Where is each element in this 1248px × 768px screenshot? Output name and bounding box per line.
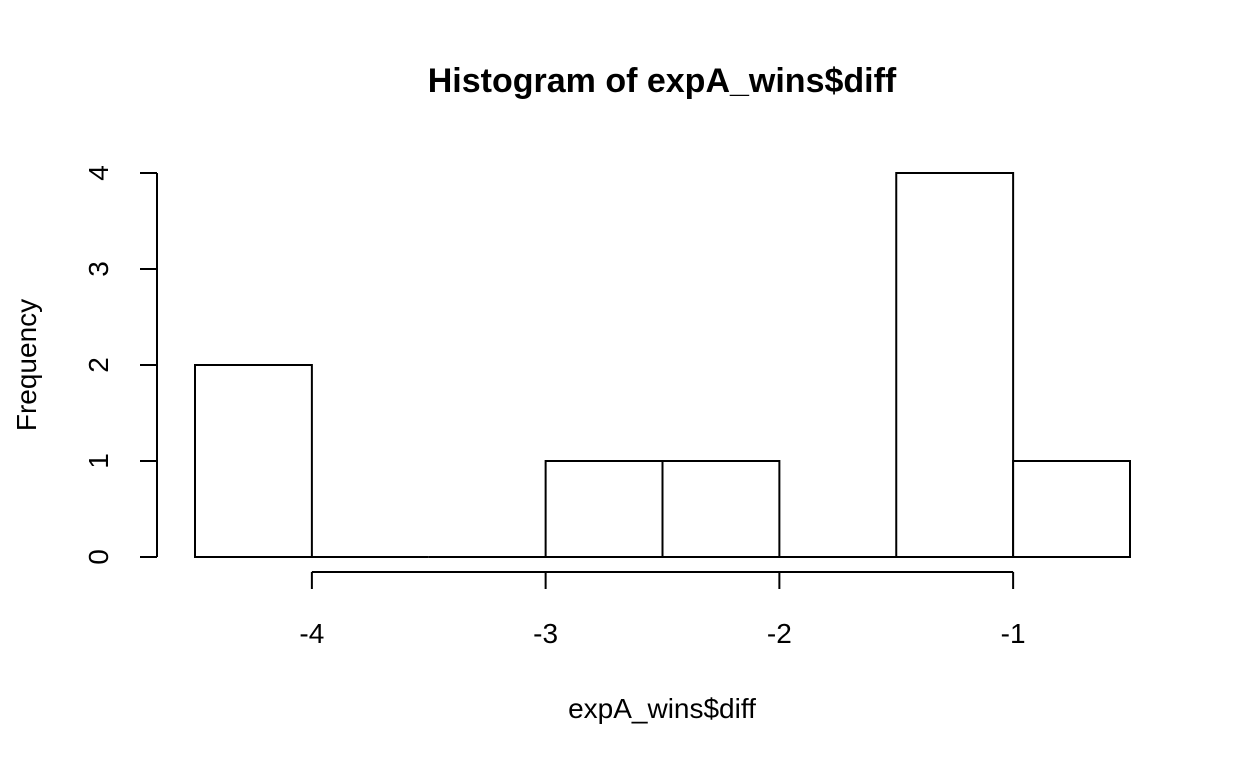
x-axis-label: expA_wins$diff <box>568 693 756 724</box>
y-tick-label: 2 <box>83 357 114 373</box>
bars-group <box>194 172 1131 558</box>
histogram-bar <box>544 460 664 558</box>
histogram-bar <box>194 364 313 558</box>
histogram-bar <box>1012 460 1131 558</box>
y-tick-label: 1 <box>83 453 114 469</box>
y-tick-label: 3 <box>83 261 114 277</box>
chart-title: Histogram of expA_wins$diff <box>428 62 897 100</box>
y-tick-label: 4 <box>83 165 114 181</box>
y-tick-label: 0 <box>83 549 114 565</box>
x-tick-label: -4 <box>299 618 324 649</box>
x-axis: -4 -3 -2 -1 <box>299 571 1026 649</box>
y-axis: 0 1 2 3 4 <box>83 165 158 565</box>
histogram-bar <box>661 460 781 558</box>
y-axis-label: Frequency <box>11 299 42 431</box>
x-tick-label: -2 <box>767 618 792 649</box>
x-tick-label: -1 <box>1001 618 1026 649</box>
histogram-bar <box>895 172 1015 558</box>
x-tick-label: -3 <box>533 618 558 649</box>
